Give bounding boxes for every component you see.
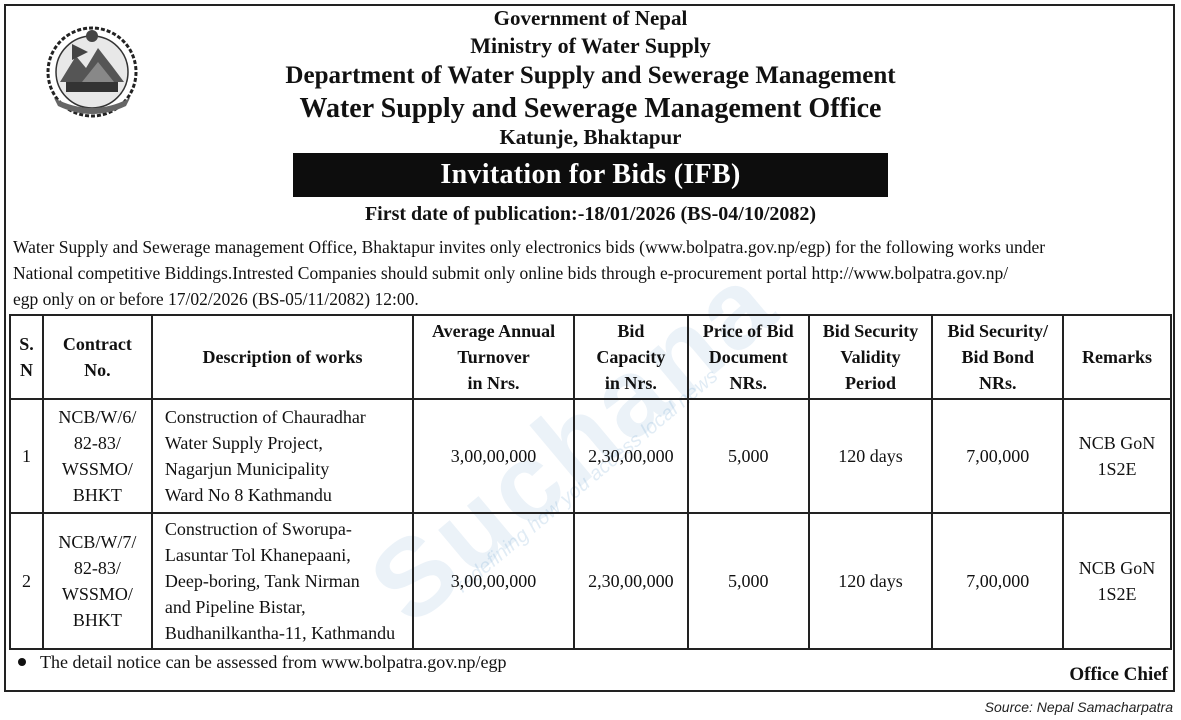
header-office: Water Supply and Sewerage Management Off… xyxy=(299,93,882,124)
cell-document-price: 5,000 xyxy=(686,398,810,514)
cell-sn: 1 xyxy=(9,398,44,514)
intro-line: Water Supply and Sewerage management Off… xyxy=(13,237,1046,257)
bullet-icon xyxy=(18,657,26,666)
cell-sn: 2 xyxy=(9,512,44,650)
cell-validity-period: 120 days xyxy=(807,512,934,650)
cell-contract-no: NCB/W/7/82-83/WSSMO/BHKT xyxy=(41,512,153,650)
header-turnover: Average Annual Turnover in Nrs. xyxy=(412,314,575,400)
cell-bid-security: 7,00,000 xyxy=(931,398,1065,514)
intro-paragraph: Water Supply and Sewerage management Off… xyxy=(13,234,1171,312)
header-remarks: Remarks xyxy=(1062,314,1172,400)
header-validity-period: Bid Security Validity Period xyxy=(807,314,934,400)
cell-remarks: NCB GoN 1S2E xyxy=(1062,398,1172,514)
header-department: Department of Water Supply and Sewerage … xyxy=(285,62,896,89)
source-credit: Source: Nepal Samacharpatra xyxy=(984,699,1173,715)
cell-turnover: 3,00,00,000 xyxy=(412,398,575,514)
table-row: 1 NCB/W/6/82-83/WSSMO/BHKT Construction … xyxy=(9,398,1172,514)
table-row: 2 NCB/W/7/82-83/WSSMO/BHKT Construction … xyxy=(9,512,1172,650)
nepal-emblem-icon xyxy=(42,22,142,120)
footnote-text: The detail notice can be assessed from w… xyxy=(40,652,507,672)
publication-date: First date of publication:-18/01/2026 (B… xyxy=(364,203,817,225)
cell-document-price: 5,000 xyxy=(686,512,810,650)
cell-bid-capacity: 2,30,00,000 xyxy=(572,512,689,650)
ifb-banner: Invitation for Bids (IFB) xyxy=(293,153,888,197)
header-bid-capacity: Bid Capacity in Nrs. xyxy=(572,314,689,400)
cell-turnover: 3,00,00,000 xyxy=(412,512,575,650)
footnote: The detail notice can be assessed from w… xyxy=(18,652,507,673)
cell-bid-security: 7,00,000 xyxy=(931,512,1065,650)
cell-description: Construction of Chauradhar Water Supply P… xyxy=(150,398,415,514)
cell-validity-period: 120 days xyxy=(807,398,934,514)
header-document-price: Price of Bid Document NRs. xyxy=(686,314,810,400)
notice-frame xyxy=(4,4,1175,692)
header-bid-security: Bid Security/Bid Bond NRs. xyxy=(931,314,1065,400)
bids-table: S. N Contract No. Description of works Ave… xyxy=(9,314,1172,650)
signature-office-chief: Office Chief xyxy=(1069,664,1168,685)
cell-description: Construction of Sworupa- Lasuntar Tol Kha… xyxy=(150,512,415,650)
header-description: Description of works xyxy=(150,314,415,400)
header-ministry: Ministry of Water Supply xyxy=(470,33,711,58)
header-location: Katunje, Bhaktapur xyxy=(499,125,682,149)
cell-remarks: NCB GoN 1S2E xyxy=(1062,512,1172,650)
cell-bid-capacity: 2,30,00,000 xyxy=(572,398,689,514)
header-contract-no: Contract No. xyxy=(41,314,153,400)
header-government: Government of Nepal xyxy=(493,6,688,30)
intro-line: National competitive Biddings.Intrested … xyxy=(13,263,1009,283)
cell-contract-no: NCB/W/6/82-83/WSSMO/BHKT xyxy=(41,398,153,514)
intro-line: egp only on or before 17/02/2026 (BS-05/… xyxy=(13,289,419,309)
table-header-row: S. N Contract No. Description of works Ave… xyxy=(9,314,1172,400)
header-sn: S. N xyxy=(9,314,44,400)
